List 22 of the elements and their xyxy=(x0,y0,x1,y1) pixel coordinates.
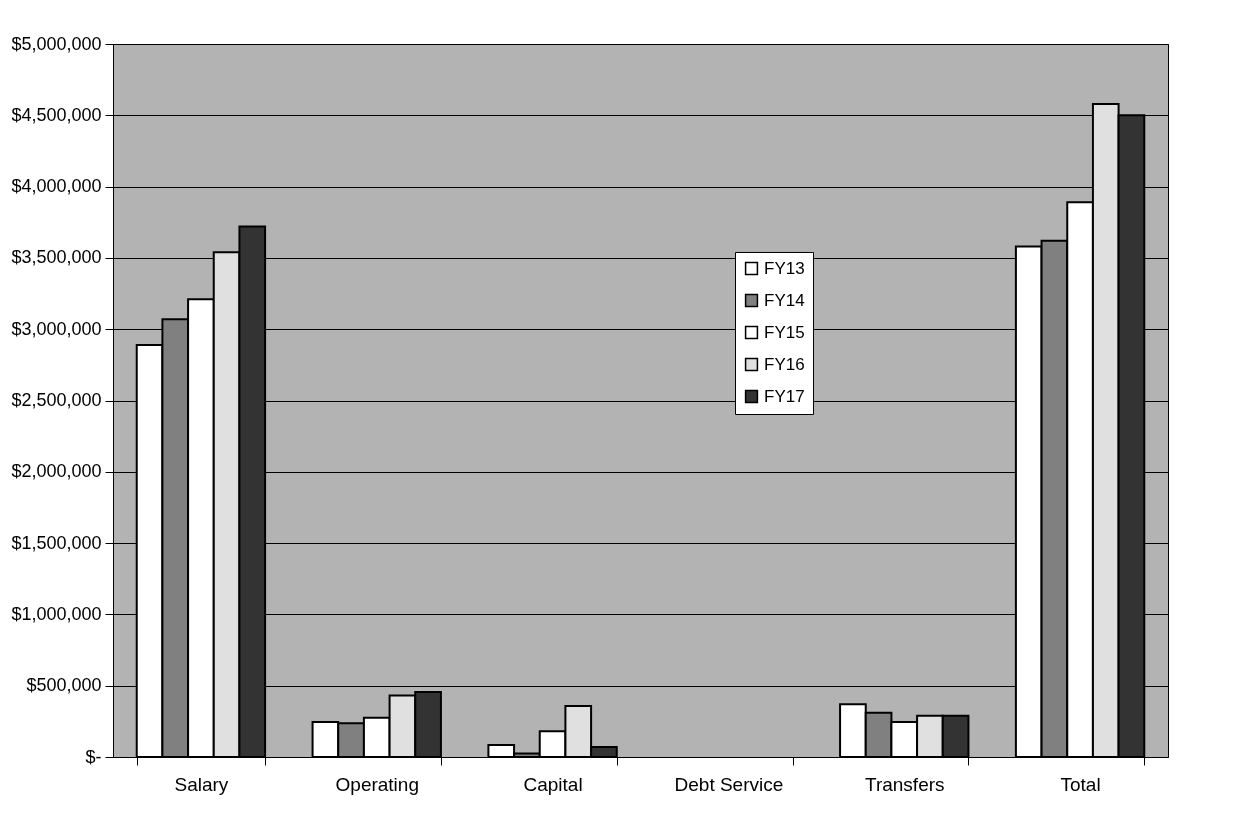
legend-label: FY14 xyxy=(764,290,805,310)
y-tick-label: $4,500,000 xyxy=(11,104,102,125)
x-tick-label: Operating xyxy=(335,773,419,795)
y-tick-label: $1,000,000 xyxy=(11,603,102,624)
y-tick-label: $4,000,000 xyxy=(11,176,102,197)
legend-label: FY17 xyxy=(764,386,805,406)
x-tick-label: Salary xyxy=(174,773,229,795)
y-tick-label: $500,000 xyxy=(26,675,102,696)
y-tick-label: $2,500,000 xyxy=(11,390,102,410)
x-tick-label: Transfers xyxy=(864,773,945,795)
y-tick-label: $3,000,000 xyxy=(11,318,102,339)
y-tick-label: $1,500,000 xyxy=(11,532,102,553)
x-tick-label: Capital xyxy=(523,773,583,795)
x-tick-label: Debt Service xyxy=(674,773,784,795)
y-tick-label: $5,000,000 xyxy=(11,33,102,54)
legend-label: FY13 xyxy=(764,258,805,278)
x-tick-label: Total xyxy=(1060,773,1101,795)
y-tick-label: $2,000,000 xyxy=(11,461,102,482)
legend-label: FY16 xyxy=(764,354,805,374)
y-tick-label: $- xyxy=(85,746,102,767)
legend-label: FY15 xyxy=(764,322,805,342)
y-tick-label: $3,500,000 xyxy=(11,247,102,268)
